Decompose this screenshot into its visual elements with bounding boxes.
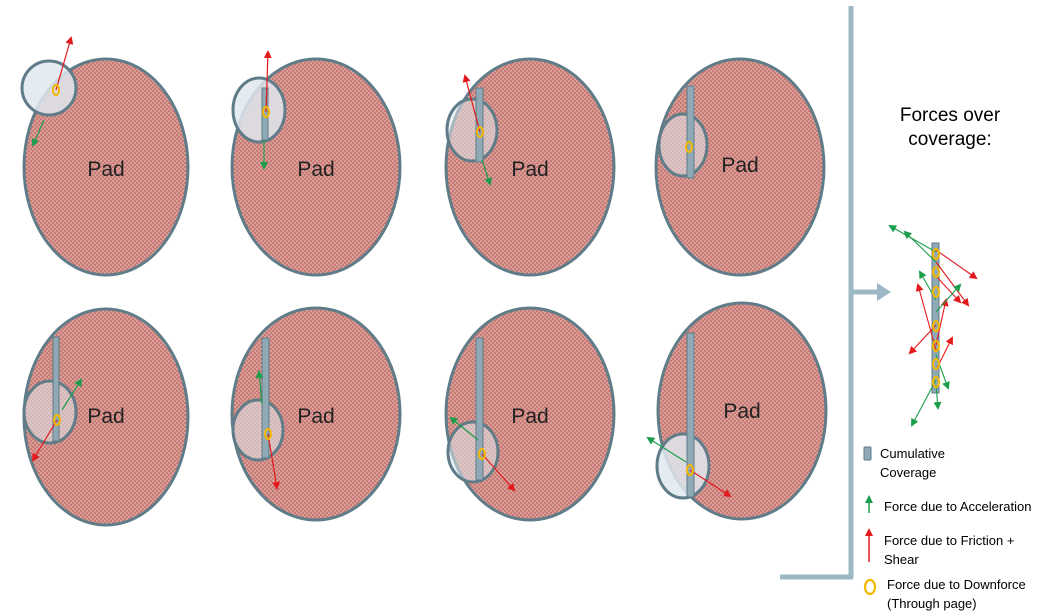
downforce-marker (686, 464, 694, 476)
panel-7: Pad (444, 306, 616, 522)
panel-3: Pad (444, 57, 616, 277)
legend-friction-line1: Force due to Friction + (884, 533, 1015, 548)
panel-4: Pad (654, 57, 826, 277)
legend-acceleration-label: Force due to Acceleration (884, 499, 1032, 514)
downforce-marker (262, 106, 270, 118)
coverage-strip (261, 337, 270, 459)
downforce-marker (932, 376, 940, 388)
legend-coverage-label: Cumulative Coverage (880, 444, 945, 482)
friction-arrow (267, 433, 280, 490)
downforce-marker (264, 428, 272, 440)
forces-title: Forces over coverage: (880, 104, 1020, 152)
friction-arrow (481, 453, 516, 492)
acceleration-arrow (903, 230, 937, 263)
friction-arrow (935, 249, 978, 280)
downforce-marker (932, 248, 940, 260)
disk-circle (22, 379, 78, 445)
downforce-marker (685, 141, 693, 153)
legend-friction-label: Force due to Friction + Shear (884, 531, 1014, 569)
coverage-strip (52, 336, 60, 442)
acceleration-arrow (61, 378, 83, 411)
friction-arrow (908, 324, 937, 355)
disk-circle (231, 76, 287, 144)
friction-arrow (263, 50, 272, 113)
downforce-marker (478, 448, 486, 460)
pad-label: Pad (297, 158, 334, 181)
legend-downforce-line1: Force due to Downforce (887, 577, 1026, 592)
panel-1: Pad (20, 36, 190, 277)
pad-label: Pad (723, 400, 760, 423)
friction-arrow (935, 298, 949, 346)
friction-arrow (55, 36, 74, 91)
coverage-strip (686, 332, 695, 498)
pad-label: Pad (511, 158, 548, 181)
legend-friction-line2: Shear (884, 552, 919, 567)
disk-circle (20, 59, 78, 117)
downforce-marker (476, 126, 484, 138)
coverage-strip (475, 87, 484, 163)
legend-coverage-swatch (863, 446, 872, 461)
panel-6: Pad (230, 306, 402, 522)
friction-arrow (935, 261, 970, 307)
friction-arrow (915, 283, 937, 351)
disk-circle (657, 112, 709, 178)
cumulative-force-diagram (888, 225, 978, 427)
pad-ellipse (22, 57, 190, 277)
legend-coverage-line1: Cumulative (880, 446, 946, 461)
pad-label: Pad (87, 158, 124, 181)
downforce-marker (932, 266, 940, 278)
friction-arrow (689, 469, 732, 498)
coverage-strip (475, 337, 484, 481)
pad-label: Pad (87, 405, 124, 428)
acceleration-arrow (935, 283, 962, 313)
acceleration-arrow (933, 384, 942, 410)
forces-title-line1: Forces over (899, 105, 1001, 126)
legend-symbols (863, 446, 877, 596)
friction-arrow (462, 74, 481, 133)
downforce-marker (932, 358, 940, 370)
legend-downforce-line2: (Through page) (887, 596, 977, 611)
acceleration-arrow (646, 436, 687, 463)
legend-downforce-label: Force due to Downforce (Through page) (887, 575, 1026, 613)
pad-label: Pad (511, 405, 548, 428)
panel-8: Pad (646, 301, 828, 521)
acceleration-arrow (31, 119, 45, 147)
pad-label: Pad (721, 154, 758, 177)
coverage-strip (686, 85, 695, 179)
friction-arrow (935, 275, 962, 304)
acceleration-arrow (911, 379, 937, 427)
coverage-strip (931, 242, 940, 394)
panel-2: Pad (230, 50, 402, 277)
downforce-marker (53, 414, 61, 426)
downforce-marker (932, 286, 940, 298)
friction-arrow (31, 419, 58, 462)
disk-circle (446, 420, 500, 484)
downforce-marker (932, 320, 940, 332)
pad-ellipse (654, 57, 826, 277)
disk-circle (655, 432, 711, 500)
forces-title-line2: coverage: (908, 129, 992, 150)
disk-circle (445, 97, 499, 163)
panel-5: Pad (22, 307, 190, 527)
downforce-marker (52, 84, 60, 96)
legend-downforce-marker (863, 578, 877, 596)
separator-bracket (780, 6, 891, 580)
downforce-marker (932, 340, 940, 352)
legend-coverage-line2: Coverage (880, 465, 937, 480)
acceleration-arrow (449, 416, 479, 441)
pad-label: Pad (297, 405, 334, 428)
acceleration-arrow (481, 159, 492, 186)
disk-circle (231, 398, 285, 462)
acceleration-arrow (255, 370, 264, 405)
